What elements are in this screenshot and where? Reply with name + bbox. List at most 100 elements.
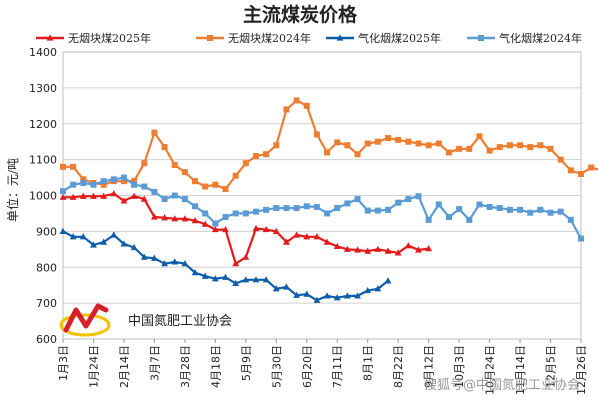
data-point <box>161 144 168 151</box>
data-point <box>354 292 361 299</box>
data-point <box>334 205 341 212</box>
data-point <box>242 253 250 260</box>
data-point <box>79 192 87 199</box>
data-point <box>110 176 117 183</box>
data-point <box>59 193 67 200</box>
data-point <box>252 153 259 160</box>
y-tick-label: 1100 <box>29 154 57 167</box>
data-point <box>252 276 260 283</box>
y-tick-label: 1200 <box>29 118 57 131</box>
data-point <box>344 200 351 207</box>
data-point <box>222 225 229 233</box>
data-point <box>283 238 290 245</box>
data-point <box>161 196 168 203</box>
x-tick-label: 12月26日 <box>575 345 588 395</box>
data-point <box>80 179 87 186</box>
data-point <box>506 142 513 149</box>
data-point <box>486 203 493 210</box>
legend-label: 气化烟煤2024年 <box>499 31 582 45</box>
x-tick-label: 6月20日 <box>301 345 314 388</box>
data-point <box>273 205 280 212</box>
data-point <box>445 149 452 156</box>
y-tick-label: 800 <box>36 261 57 274</box>
watermark: 搜狐号@中国氮肥工业协会 <box>424 378 580 393</box>
data-point <box>131 178 138 185</box>
data-point <box>364 247 372 254</box>
data-point <box>211 275 219 282</box>
data-point <box>100 178 107 185</box>
data-point <box>324 210 331 217</box>
data-point <box>272 227 280 234</box>
data-point <box>303 102 310 109</box>
data-point <box>130 192 138 199</box>
data-point <box>100 192 108 199</box>
x-tick-label: 7月11日 <box>331 345 344 388</box>
data-point <box>415 246 422 253</box>
legend-marker <box>207 35 213 41</box>
x-tick-label: 2月14日 <box>118 345 131 388</box>
data-point <box>191 217 199 224</box>
data-point <box>293 97 300 104</box>
legend-marker <box>336 34 344 41</box>
data-point <box>201 272 209 279</box>
data-point <box>496 144 503 151</box>
data-point <box>547 145 554 152</box>
data-point <box>171 215 179 222</box>
data-point <box>374 207 381 214</box>
data-point <box>232 172 239 179</box>
data-point <box>354 151 361 158</box>
data-point <box>151 129 158 136</box>
chart-legend: 无烟块煤2025年 无烟块煤2024年 气化烟煤2025年 气化烟煤2024年 <box>36 31 582 45</box>
data-point <box>90 241 97 248</box>
data-point <box>425 142 432 149</box>
x-tick-label: 5月30日 <box>270 345 283 388</box>
data-point <box>151 213 158 220</box>
data-point <box>283 205 290 212</box>
y-tick-label: 900 <box>36 225 57 238</box>
data-point <box>120 197 128 204</box>
data-point <box>343 245 351 252</box>
data-point <box>232 279 240 286</box>
data-point <box>120 240 128 247</box>
data-point <box>212 220 219 227</box>
x-tick-label: 10月24日 <box>484 345 497 395</box>
data-point <box>141 160 148 167</box>
logo-mark-icon <box>63 303 109 333</box>
y-tick-label: 1300 <box>29 82 57 95</box>
data-point <box>527 209 534 216</box>
data-point <box>476 133 483 140</box>
data-point <box>222 273 229 280</box>
data-point <box>100 181 107 188</box>
data-point <box>232 260 240 267</box>
data-point <box>202 183 209 190</box>
data-point <box>69 233 77 240</box>
data-point <box>334 139 341 146</box>
data-point <box>293 291 301 298</box>
data-point <box>385 206 392 213</box>
data-point <box>404 242 412 249</box>
data-point <box>303 233 311 240</box>
data-point <box>181 260 189 267</box>
data-point <box>242 210 249 217</box>
data-point <box>141 183 148 190</box>
data-point <box>364 140 371 147</box>
data-point <box>517 206 524 213</box>
x-tick-label: 11月14日 <box>514 345 527 395</box>
data-point <box>191 269 199 276</box>
data-point <box>445 214 452 221</box>
data-point <box>181 215 189 222</box>
x-tick-label: 1月24日 <box>87 345 100 388</box>
x-tick-label: 5月9日 <box>240 345 253 381</box>
data-point <box>222 186 229 193</box>
data-point <box>151 188 158 195</box>
chart-title: 主流煤炭价格 <box>243 3 358 26</box>
data-point <box>405 196 412 203</box>
data-point <box>313 203 320 210</box>
x-tick-label: 8月22日 <box>392 345 405 388</box>
data-point <box>374 285 382 292</box>
data-point <box>567 167 574 174</box>
x-tick-label: 9月12日 <box>423 345 436 388</box>
data-point <box>283 283 290 290</box>
data-point <box>578 170 584 177</box>
